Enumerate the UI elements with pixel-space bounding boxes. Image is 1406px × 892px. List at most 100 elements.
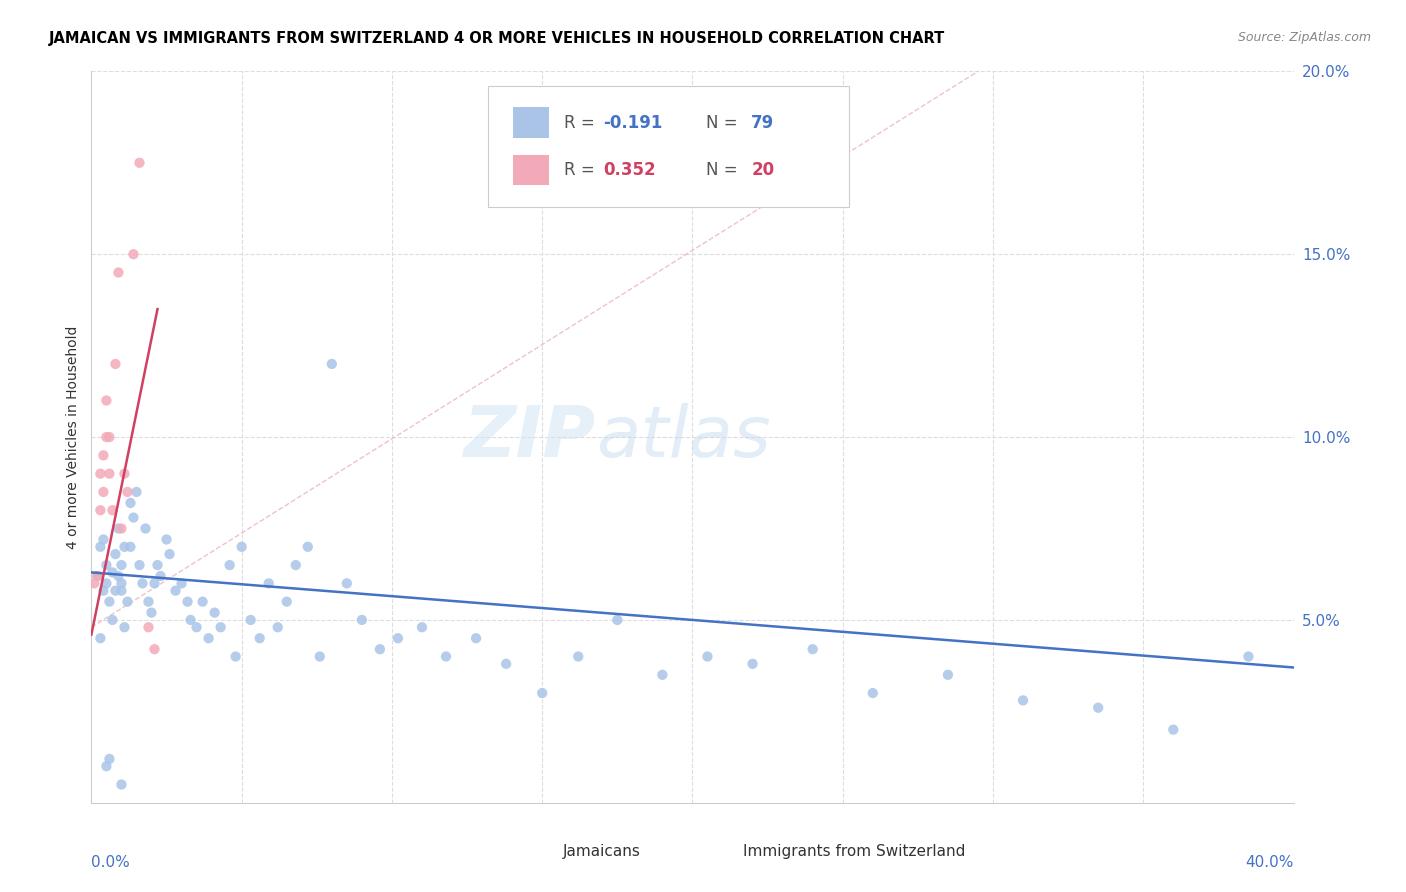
Point — [159, 547, 181, 561]
Point — [651, 667, 673, 681]
Point — [143, 642, 166, 657]
Point — [86, 569, 108, 583]
Point — [93, 449, 115, 463]
Text: N =: N = — [706, 161, 742, 179]
Text: R =: R = — [564, 113, 600, 131]
Point — [165, 583, 187, 598]
Bar — [530, 839, 557, 863]
Point — [104, 547, 127, 561]
Point — [110, 558, 132, 573]
Point — [138, 620, 160, 634]
Point — [98, 430, 121, 444]
Text: 40.0%: 40.0% — [1246, 855, 1294, 871]
Point — [143, 576, 166, 591]
Point — [1087, 700, 1109, 714]
Point — [146, 558, 169, 573]
Point — [155, 533, 177, 547]
Text: Immigrants from Switzerland: Immigrants from Switzerland — [742, 844, 966, 859]
Text: JAMAICAN VS IMMIGRANTS FROM SWITZERLAND 4 OR MORE VEHICLES IN HOUSEHOLD CORRELAT: JAMAICAN VS IMMIGRANTS FROM SWITZERLAND … — [49, 31, 945, 46]
Point — [321, 357, 343, 371]
Point — [125, 485, 148, 500]
Point — [696, 649, 718, 664]
Point — [1161, 723, 1184, 737]
Point — [96, 558, 118, 573]
Point — [297, 540, 319, 554]
Point — [104, 357, 127, 371]
Point — [83, 576, 105, 591]
Point — [98, 752, 121, 766]
Point — [141, 606, 163, 620]
Text: atlas: atlas — [596, 402, 770, 472]
Point — [122, 510, 145, 524]
Point — [186, 620, 208, 634]
Point — [257, 576, 280, 591]
Point — [1237, 649, 1260, 664]
Point — [110, 777, 132, 792]
Text: Source: ZipAtlas.com: Source: ZipAtlas.com — [1237, 31, 1371, 45]
Point — [368, 642, 391, 657]
Text: 79: 79 — [751, 113, 775, 131]
Point — [101, 503, 124, 517]
Point — [101, 566, 124, 580]
Text: -0.191: -0.191 — [603, 113, 662, 131]
Point — [128, 156, 150, 170]
Point — [117, 485, 139, 500]
Point — [336, 576, 359, 591]
Point — [114, 540, 136, 554]
Point — [134, 521, 156, 535]
Point — [96, 759, 118, 773]
Point — [387, 632, 409, 646]
Point — [411, 620, 433, 634]
Text: R =: R = — [564, 161, 600, 179]
Point — [197, 632, 219, 646]
Point — [93, 485, 115, 500]
Point — [96, 576, 118, 591]
Point — [862, 686, 884, 700]
Point — [131, 576, 153, 591]
Point — [128, 558, 150, 573]
Point — [93, 533, 115, 547]
Point — [110, 583, 132, 598]
Point — [122, 247, 145, 261]
Point — [249, 632, 271, 646]
Point — [209, 620, 232, 634]
Bar — [710, 839, 737, 863]
Text: 20: 20 — [751, 161, 775, 179]
Point — [1012, 693, 1035, 707]
Point — [350, 613, 373, 627]
Y-axis label: 4 or more Vehicles in Household: 4 or more Vehicles in Household — [66, 326, 80, 549]
Point — [96, 430, 118, 444]
Point — [86, 569, 108, 583]
Point — [110, 521, 132, 535]
Point — [114, 467, 136, 481]
Point — [801, 642, 824, 657]
Text: 0.352: 0.352 — [603, 161, 657, 179]
Point — [117, 594, 139, 608]
Point — [204, 606, 226, 620]
Point — [107, 266, 129, 280]
Point — [89, 503, 111, 517]
Point — [606, 613, 628, 627]
Point — [138, 594, 160, 608]
Point — [89, 632, 111, 646]
Point — [465, 632, 488, 646]
Point — [96, 393, 118, 408]
Point — [120, 540, 142, 554]
Point — [170, 576, 193, 591]
Point — [98, 467, 121, 481]
Text: N =: N = — [706, 113, 742, 131]
Point — [218, 558, 240, 573]
Point — [567, 649, 589, 664]
Point — [104, 583, 127, 598]
Point — [308, 649, 330, 664]
Point — [936, 667, 959, 681]
Text: ZIP: ZIP — [464, 402, 596, 472]
Point — [276, 594, 298, 608]
Point — [267, 620, 290, 634]
Point — [149, 569, 172, 583]
Point — [225, 649, 247, 664]
Point — [741, 657, 763, 671]
Point — [284, 558, 307, 573]
Point — [101, 613, 124, 627]
Point — [495, 657, 517, 671]
